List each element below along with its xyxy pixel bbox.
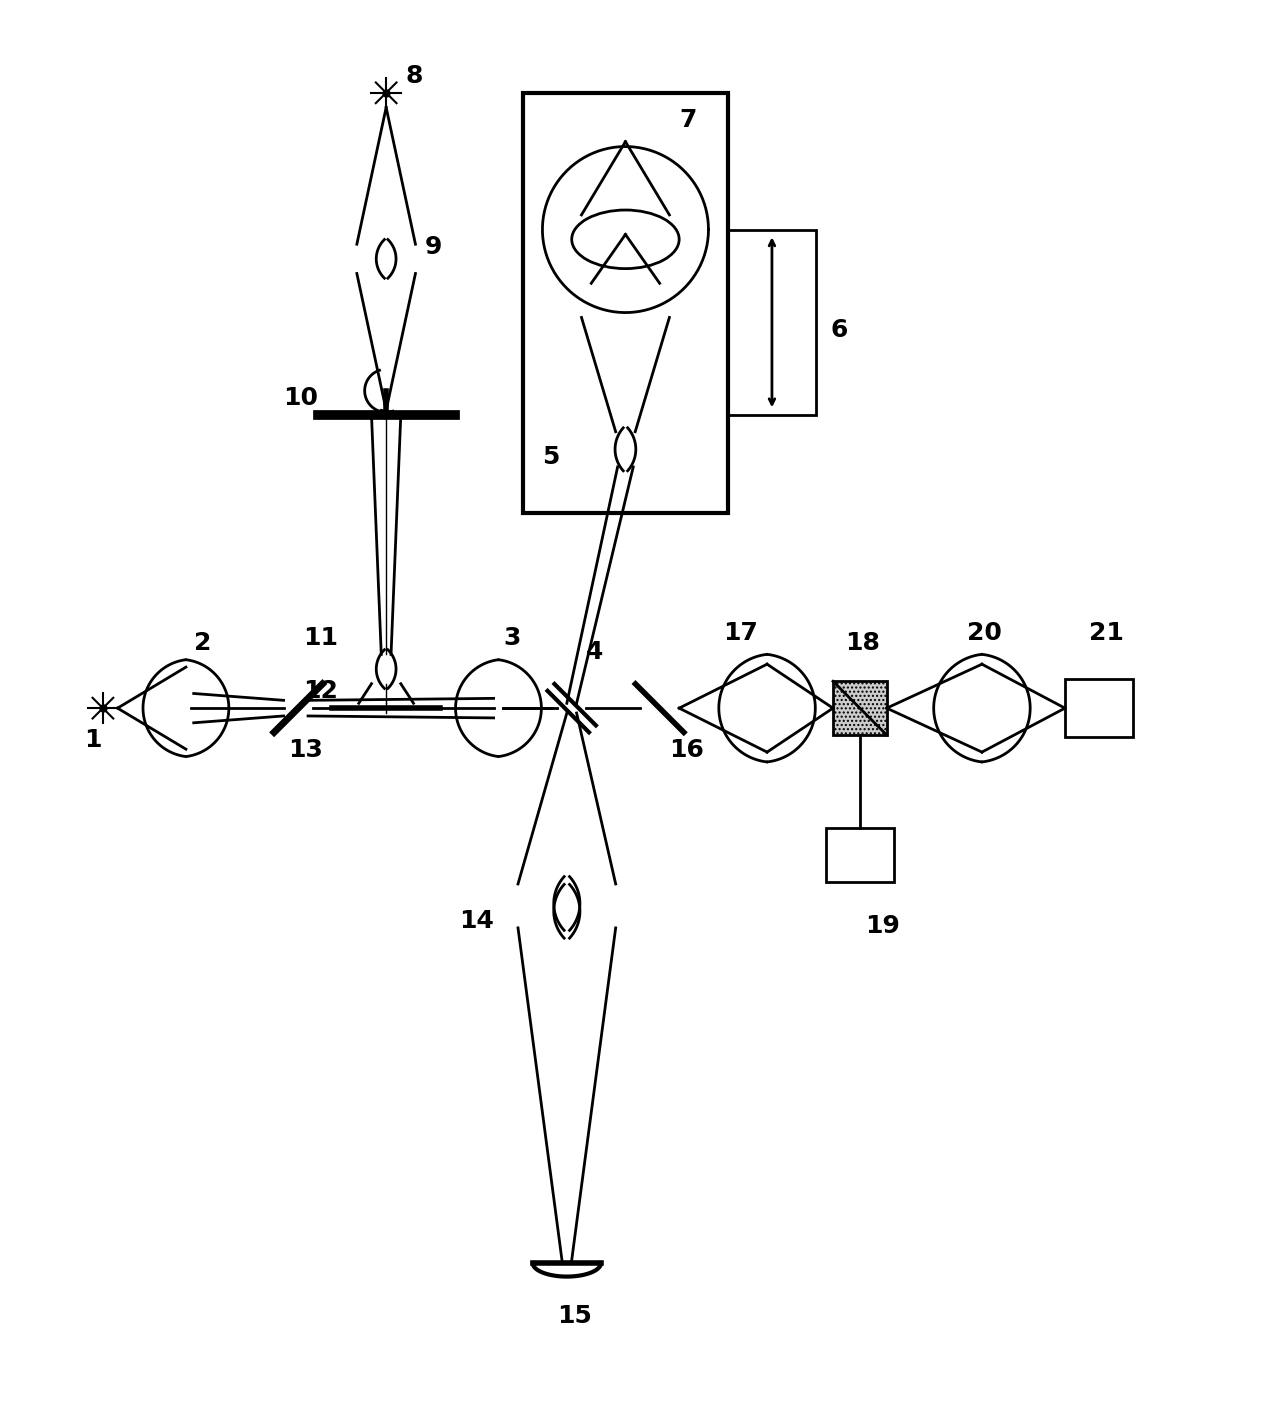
Bar [826, 828, 894, 881]
Text: 19: 19 [864, 914, 899, 938]
Bar [523, 93, 728, 513]
Bar [728, 230, 815, 416]
Text: 2: 2 [193, 631, 211, 654]
Text: 4: 4 [586, 640, 604, 664]
Text: 9: 9 [425, 236, 443, 258]
Text: 5: 5 [542, 446, 560, 468]
Text: 18: 18 [845, 631, 880, 654]
Bar [833, 681, 886, 735]
Text: 1: 1 [85, 728, 102, 753]
Text: 16: 16 [670, 738, 705, 763]
Text: 11: 11 [303, 625, 339, 650]
Text: 21: 21 [1090, 621, 1124, 645]
Text: 7: 7 [679, 109, 697, 131]
Text: 15: 15 [558, 1304, 592, 1328]
Bar [1065, 678, 1133, 737]
Text: 13: 13 [289, 738, 323, 763]
Text: 10: 10 [283, 387, 318, 410]
Text: 17: 17 [723, 621, 759, 645]
Text: 14: 14 [460, 908, 495, 932]
Text: 8: 8 [406, 64, 422, 89]
Text: 12: 12 [303, 680, 337, 704]
Text: 20: 20 [967, 621, 1002, 645]
Text: 3: 3 [504, 625, 520, 650]
Text: 6: 6 [831, 318, 848, 341]
